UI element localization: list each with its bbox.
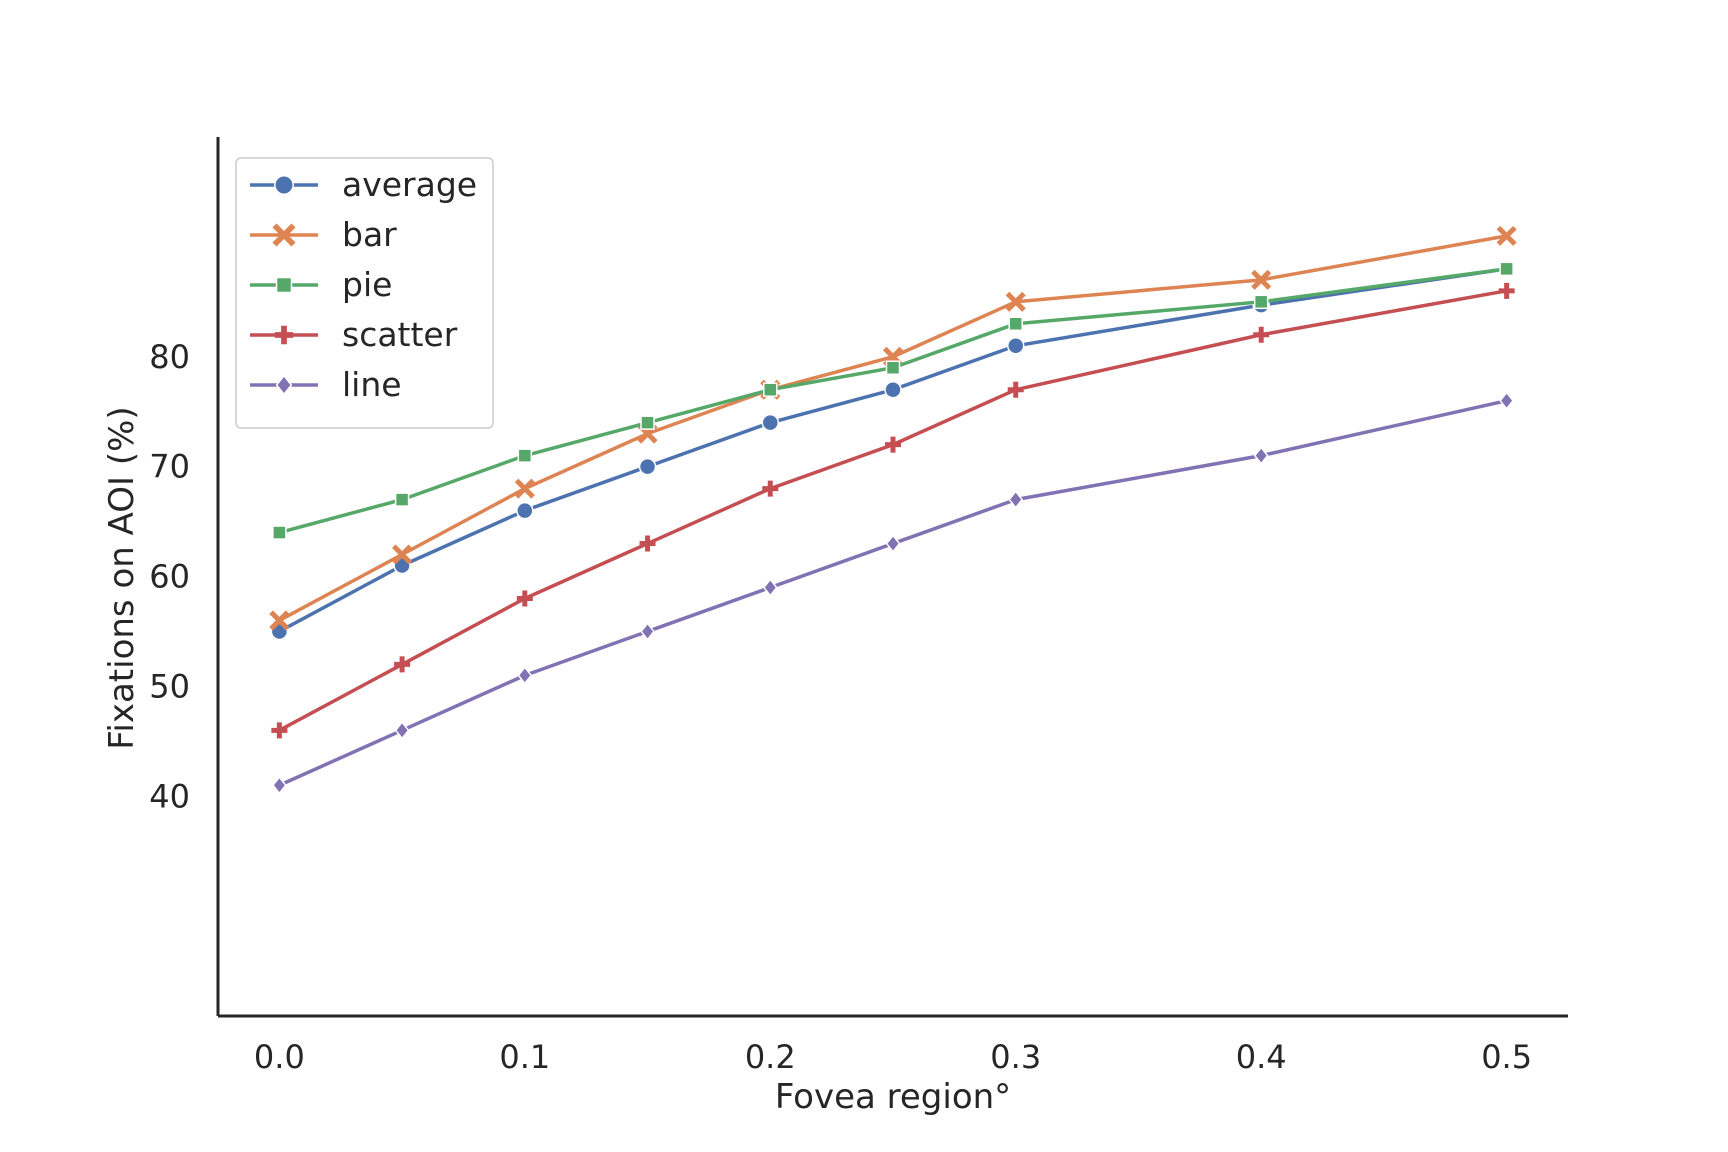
x-tick-label: 0.1 bbox=[499, 1038, 550, 1076]
data-point-line bbox=[762, 578, 778, 597]
legend-swatch-marker bbox=[275, 276, 293, 294]
data-point-line bbox=[1008, 490, 1024, 509]
data-point-pie bbox=[1499, 261, 1514, 277]
data-point-average bbox=[516, 501, 534, 520]
legend: average bar pie scatter line bbox=[235, 157, 494, 429]
y-tick-label: 70 bbox=[149, 448, 190, 486]
data-point-bar bbox=[1496, 225, 1517, 246]
legend-swatch-marker bbox=[275, 374, 293, 396]
data-point-scatter bbox=[885, 436, 901, 453]
data-point-bar bbox=[1005, 291, 1026, 312]
data-point-pie bbox=[272, 525, 287, 540]
data-point-pie bbox=[1253, 294, 1269, 310]
x-axis-label: Fovea region° bbox=[775, 1077, 1011, 1117]
x-tick-label: 0.2 bbox=[745, 1038, 796, 1076]
legend-label: line bbox=[342, 365, 402, 404]
x-tick-label: 0.3 bbox=[990, 1038, 1041, 1076]
data-point-scatter bbox=[1007, 381, 1024, 398]
data-point-bar bbox=[392, 544, 413, 565]
x-tick-label: 0.5 bbox=[1481, 1038, 1532, 1076]
data-point-scatter bbox=[1253, 326, 1270, 343]
data-point-scatter bbox=[639, 535, 656, 552]
plot-area bbox=[269, 225, 1517, 795]
data-point-pie bbox=[885, 360, 901, 375]
data-point-line bbox=[394, 721, 410, 740]
legend-swatch-marker bbox=[274, 325, 294, 345]
series-pie bbox=[272, 261, 1514, 540]
data-point-line bbox=[640, 622, 655, 641]
series-line bbox=[272, 391, 1514, 795]
y-axis-label: Fixations on AOI (%) bbox=[102, 406, 142, 749]
legend-label: bar bbox=[342, 215, 397, 254]
data-point-line bbox=[885, 534, 901, 553]
axes: 0.0 0.1 0.2 0.3 0.4 0.5 40 50 60 70 80 bbox=[149, 137, 1568, 1076]
data-point-line bbox=[272, 776, 287, 795]
data-point-average bbox=[884, 380, 902, 399]
data-point-line bbox=[1499, 391, 1514, 410]
legend-label: pie bbox=[342, 265, 392, 304]
series-line-line bbox=[277, 398, 1509, 788]
legend-swatch-marker bbox=[274, 175, 294, 195]
x-tick-label: 0.4 bbox=[1236, 1038, 1287, 1076]
legend-label: average bbox=[342, 165, 477, 204]
data-point-pie bbox=[394, 492, 410, 507]
data-point-average bbox=[761, 413, 780, 432]
data-point-average bbox=[1006, 337, 1025, 355]
y-tick-label: 60 bbox=[149, 558, 190, 596]
x-tick-label: 0.0 bbox=[254, 1038, 305, 1076]
data-point-pie bbox=[640, 415, 655, 430]
legend-label: scatter bbox=[342, 315, 458, 354]
legend-item-pie: pie bbox=[250, 265, 392, 304]
data-point-bar bbox=[269, 610, 290, 631]
data-point-bar bbox=[1251, 269, 1272, 290]
data-point-pie bbox=[1008, 316, 1023, 332]
y-tick-label: 50 bbox=[149, 667, 190, 705]
y-tick-label: 80 bbox=[149, 338, 190, 376]
data-point-scatter bbox=[271, 722, 288, 739]
series-scatter bbox=[271, 282, 1515, 739]
data-point-line bbox=[517, 666, 533, 685]
legend-item-average: average bbox=[250, 165, 477, 204]
legend-item-scatter: scatter bbox=[250, 315, 458, 354]
data-point-scatter bbox=[394, 656, 411, 673]
data-point-scatter bbox=[1498, 282, 1515, 299]
legend-item-line: line bbox=[250, 365, 402, 404]
data-point-average bbox=[638, 457, 657, 476]
data-point-pie bbox=[763, 382, 778, 397]
legend-box bbox=[235, 157, 494, 429]
data-point-scatter bbox=[516, 590, 533, 607]
y-tick-label: 40 bbox=[149, 777, 190, 815]
legend-item-bar: bar bbox=[250, 215, 397, 254]
data-point-line bbox=[1253, 446, 1269, 465]
data-point-pie bbox=[517, 448, 533, 463]
data-point-scatter bbox=[762, 480, 779, 497]
legend-swatch-marker bbox=[272, 223, 296, 247]
data-point-bar bbox=[514, 478, 535, 499]
